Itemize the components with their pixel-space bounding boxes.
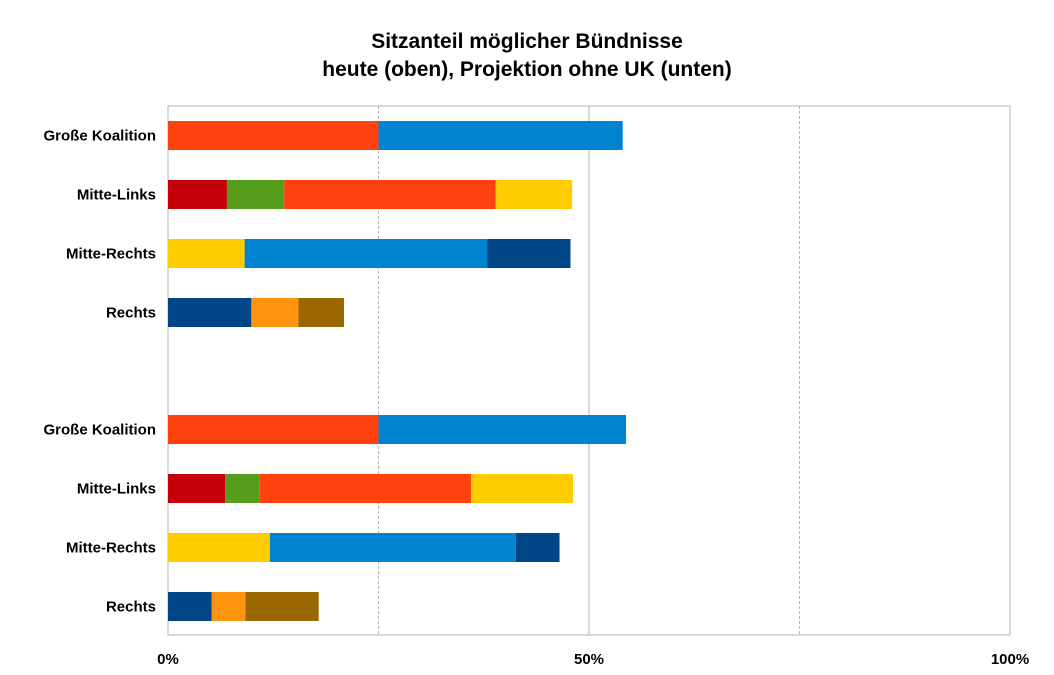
bar-segment [487, 239, 571, 268]
bars [168, 121, 627, 621]
category-label: Mitte-Links [77, 481, 156, 498]
bar-segment [378, 121, 623, 150]
category-label: Mitte-Links [77, 187, 156, 204]
x-axis-ticks: 0% 50% 100% [157, 651, 1029, 668]
category-label: Mitte-Rechts [66, 540, 156, 557]
bar-segment [225, 474, 260, 503]
bar-segment [251, 298, 299, 327]
bar-segment [168, 298, 252, 327]
bar-segment [284, 180, 496, 209]
category-label: Große Koalition [44, 128, 157, 145]
x-tick-label: 50% [574, 651, 604, 668]
bar-segment [211, 592, 246, 621]
bar-segment [168, 180, 227, 209]
bar-segment [298, 298, 344, 327]
bar-segment [168, 239, 245, 268]
category-labels: Große Koalition Mitte-Links Mitte-Rechts Re… [44, 128, 157, 616]
bar-segment [168, 533, 270, 562]
chart-title-line-1: Sitzanteil möglicher Bündnisse [371, 30, 683, 53]
bar-segment [259, 474, 472, 503]
bar-segment [168, 121, 379, 150]
bar-segment [245, 592, 319, 621]
bar-segment [378, 415, 627, 444]
bar-segment [168, 415, 379, 444]
x-tick-label: 100% [991, 651, 1029, 668]
bar-segment [168, 592, 212, 621]
bar-segment [471, 474, 574, 503]
chart-title-line-2: heute (oben), Projektion ohne UK (unten) [322, 58, 731, 81]
category-label: Große Koalition [44, 422, 157, 439]
x-tick-label: 0% [157, 651, 179, 668]
category-label: Rechts [106, 305, 156, 322]
category-label: Mitte-Rechts [66, 246, 156, 263]
bar-segment [515, 533, 560, 562]
bar-segment [269, 533, 516, 562]
bar-segment [244, 239, 488, 268]
category-label: Rechts [106, 599, 156, 616]
bar-segment [168, 474, 226, 503]
bar-segment [226, 180, 285, 209]
bar-segment [495, 180, 573, 209]
